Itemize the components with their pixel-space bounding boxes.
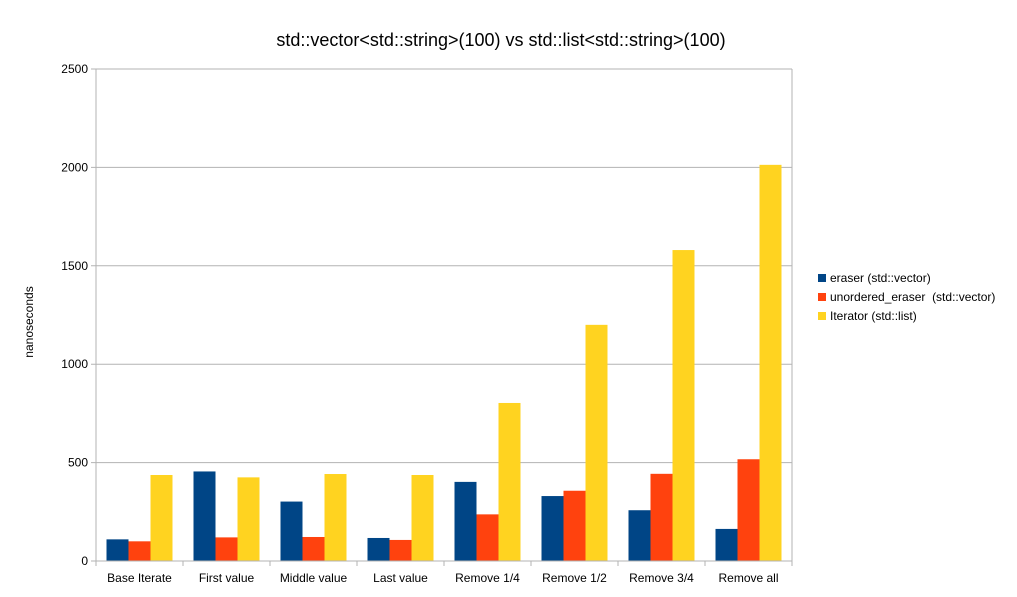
legend-label: eraser (std::vector) [830, 271, 931, 285]
y-tick-label: 1000 [61, 357, 88, 371]
legend: eraser (std::vector)unordered_eraser (st… [818, 271, 995, 323]
bar [498, 402, 521, 561]
bar [106, 539, 129, 561]
bar [280, 501, 303, 561]
bar [454, 481, 477, 561]
bar [672, 250, 695, 561]
bar [302, 536, 325, 561]
legend-swatch [818, 312, 826, 320]
bar [128, 541, 151, 561]
bars [106, 164, 782, 561]
bar [389, 539, 412, 561]
bar [476, 514, 499, 561]
bar [215, 537, 238, 561]
axes: 0 500 1000 1500 2000 2500 Base Iterate First va… [61, 62, 793, 585]
x-tick-label: Base Iterate [107, 571, 172, 585]
y-tick-label: 500 [68, 456, 88, 470]
legend-swatch [818, 293, 826, 301]
bar [650, 473, 673, 561]
x-tick-label: First value [199, 571, 255, 585]
legend-label: Iterator (std::list) [830, 309, 917, 323]
x-tick-label: Middle value [280, 571, 348, 585]
bar [367, 537, 390, 561]
bar [411, 474, 434, 561]
bar [324, 474, 347, 561]
bar [193, 471, 216, 561]
bar [715, 528, 738, 561]
x-tick-label: Remove 1/2 [542, 571, 607, 585]
y-axis-label: nanoseconds [22, 286, 36, 357]
bar [541, 496, 564, 561]
y-tick-label: 1500 [61, 259, 88, 273]
x-tick-label: Remove 3/4 [629, 571, 694, 585]
x-tick-label: Remove 1/4 [455, 571, 520, 585]
legend-swatch [818, 274, 826, 282]
bar [237, 477, 260, 561]
chart-title: std::vector<std::string>(100) vs std::li… [276, 30, 725, 50]
bar [150, 474, 173, 561]
bar [628, 510, 651, 561]
y-tick-label: 2000 [61, 160, 88, 174]
x-tick-label: Last value [373, 571, 428, 585]
legend-label: unordered_eraser (std::vector) [830, 290, 995, 304]
y-tick-label: 2500 [61, 62, 88, 76]
bar [563, 490, 586, 561]
bar [737, 459, 760, 561]
bar [585, 324, 608, 561]
y-tick-label: 0 [81, 554, 88, 568]
bar [759, 164, 782, 561]
x-tick-label: Remove all [718, 571, 778, 585]
